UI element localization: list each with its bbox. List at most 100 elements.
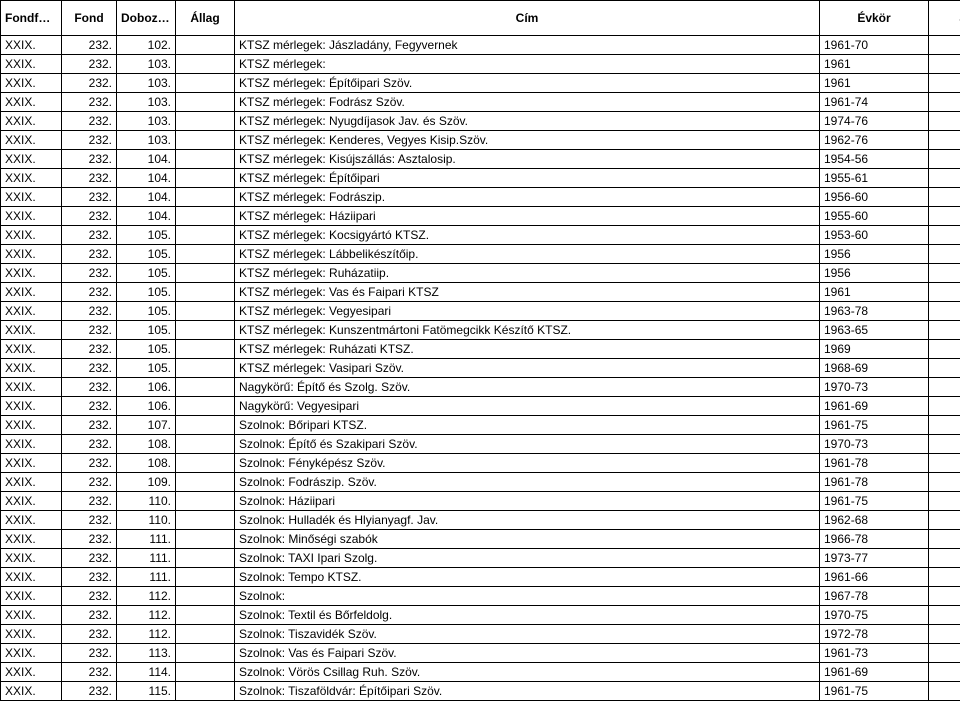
cell-evkor: 1974-76 <box>820 112 929 131</box>
cell-evkor: 1973-77 <box>820 549 929 568</box>
cell-allag <box>176 416 235 435</box>
header-fond: Fond <box>62 1 117 36</box>
cell-evkor: 1962-68 <box>820 511 929 530</box>
cell-doboz: 107. <box>117 416 176 435</box>
cell-evkor: 1969 <box>820 340 929 359</box>
cell-cim: Szolnok: Textil és Bőrfeldolg. <box>235 606 820 625</box>
cell-fond: 232. <box>62 644 117 663</box>
cell-jelzet <box>929 150 960 169</box>
cell-jelzet <box>929 435 960 454</box>
table-row: XXIX.232.109.Szolnok: Fodrászip. Szöv.19… <box>1 473 960 492</box>
table-row: XXIX.232.104.KTSZ mérlegek: Kisújszállás… <box>1 150 960 169</box>
cell-fond: 232. <box>62 549 117 568</box>
cell-jelzet <box>929 397 960 416</box>
cell-cim: KTSZ mérlegek: Ruházati KTSZ. <box>235 340 820 359</box>
cell-allag <box>176 663 235 682</box>
table-row: XXIX.232.103.KTSZ mérlegek:1961 <box>1 55 960 74</box>
cell-fond: 232. <box>62 302 117 321</box>
header-cim: Cím <box>235 1 820 36</box>
table-row: XXIX.232.112.Szolnok:1967-78 <box>1 587 960 606</box>
cell-fond: 232. <box>62 169 117 188</box>
cell-jelzet <box>929 492 960 511</box>
cell-fond: 232. <box>62 359 117 378</box>
cell-doboz: 105. <box>117 359 176 378</box>
header-row: Fondfő csop Fond Doboz sz. Állag Cím Évk… <box>1 1 960 36</box>
cell-allag <box>176 169 235 188</box>
cell-evkor: 1962-76 <box>820 131 929 150</box>
cell-evkor: 1968-69 <box>820 359 929 378</box>
cell-doboz: 112. <box>117 606 176 625</box>
cell-doboz: 109. <box>117 473 176 492</box>
cell-allag <box>176 568 235 587</box>
cell-evkor: 1961-70 <box>820 36 929 55</box>
cell-doboz: 104. <box>117 169 176 188</box>
cell-cim: KTSZ mérlegek: Kenderes, Vegyes Kisip.Sz… <box>235 131 820 150</box>
cell-evkor: 1970-73 <box>820 378 929 397</box>
cell-evkor: 1961-73 <box>820 644 929 663</box>
cell-doboz: 104. <box>117 188 176 207</box>
cell-cim: Nagykörű: Építő és Szolg. Szöv. <box>235 378 820 397</box>
cell-evkor: 1961-69 <box>820 663 929 682</box>
header-evkor: Évkör <box>820 1 929 36</box>
cell-allag <box>176 321 235 340</box>
cell-allag <box>176 55 235 74</box>
cell-allag <box>176 473 235 492</box>
cell-doboz: 113. <box>117 644 176 663</box>
cell-doboz: 115. <box>117 682 176 701</box>
cell-cim: Szolnok: Vörös Csillag Ruh. Szöv. <box>235 663 820 682</box>
table-row: XXIX.232.105.KTSZ mérlegek: Ruházati KTS… <box>1 340 960 359</box>
cell-fond: 232. <box>62 378 117 397</box>
table-row: XXIX.232.105.KTSZ mérlegek: Vegyesipari1… <box>1 302 960 321</box>
cell-jelzet <box>929 302 960 321</box>
cell-jelzet <box>929 169 960 188</box>
cell-fondfo: XXIX. <box>1 682 62 701</box>
table-row: XXIX.232.106.Nagykörű: Építő és Szolg. S… <box>1 378 960 397</box>
cell-doboz: 105. <box>117 226 176 245</box>
cell-evkor: 1953-60 <box>820 226 929 245</box>
header-fondfo: Fondfő csop <box>1 1 62 36</box>
cell-fond: 232. <box>62 226 117 245</box>
cell-fondfo: XXIX. <box>1 264 62 283</box>
cell-doboz: 106. <box>117 378 176 397</box>
cell-allag <box>176 340 235 359</box>
cell-fondfo: XXIX. <box>1 245 62 264</box>
table-row: XXIX.232.111.Szolnok: Minőségi szabók196… <box>1 530 960 549</box>
cell-allag <box>176 188 235 207</box>
cell-fond: 232. <box>62 397 117 416</box>
cell-evkor: 1961-75 <box>820 682 929 701</box>
cell-doboz: 111. <box>117 530 176 549</box>
cell-fond: 232. <box>62 473 117 492</box>
cell-cim: KTSZ mérlegek: Kunszentmártoni Fatömegci… <box>235 321 820 340</box>
cell-doboz: 105. <box>117 264 176 283</box>
cell-fondfo: XXIX. <box>1 473 62 492</box>
cell-jelzet <box>929 359 960 378</box>
table-row: XXIX.232.107.Szolnok: Bőripari KTSZ.1961… <box>1 416 960 435</box>
cell-doboz: 105. <box>117 283 176 302</box>
cell-cim: Szolnok: Vas és Faipari Szöv. <box>235 644 820 663</box>
cell-allag <box>176 435 235 454</box>
cell-cim: Szolnok: Háziipari <box>235 492 820 511</box>
cell-evkor: 1961-78 <box>820 454 929 473</box>
cell-fond: 232. <box>62 321 117 340</box>
cell-fondfo: XXIX. <box>1 511 62 530</box>
cell-fondfo: XXIX. <box>1 112 62 131</box>
cell-jelzet <box>929 74 960 93</box>
cell-evkor: 1954-56 <box>820 150 929 169</box>
archive-inventory-table: Fondfő csop Fond Doboz sz. Állag Cím Évk… <box>0 0 960 701</box>
cell-evkor: 1963-78 <box>820 302 929 321</box>
cell-allag <box>176 36 235 55</box>
cell-fond: 232. <box>62 340 117 359</box>
cell-jelzet <box>929 625 960 644</box>
table-row: XXIX.232.104.KTSZ mérlegek: Fodrászip.19… <box>1 188 960 207</box>
cell-evkor: 1961 <box>820 283 929 302</box>
cell-jelzet <box>929 644 960 663</box>
table-row: XXIX.232.115.Szolnok: Tiszaföldvár: Épít… <box>1 682 960 701</box>
table-row: XXIX.232.110.Szolnok: Háziipari1961-75 <box>1 492 960 511</box>
cell-evkor: 1961-75 <box>820 416 929 435</box>
cell-fond: 232. <box>62 625 117 644</box>
table-header: Fondfő csop Fond Doboz sz. Állag Cím Évk… <box>1 1 960 36</box>
cell-allag <box>176 625 235 644</box>
cell-cim: Szolnok: Fényképész Szöv. <box>235 454 820 473</box>
cell-doboz: 110. <box>117 492 176 511</box>
cell-evkor: 1961 <box>820 74 929 93</box>
